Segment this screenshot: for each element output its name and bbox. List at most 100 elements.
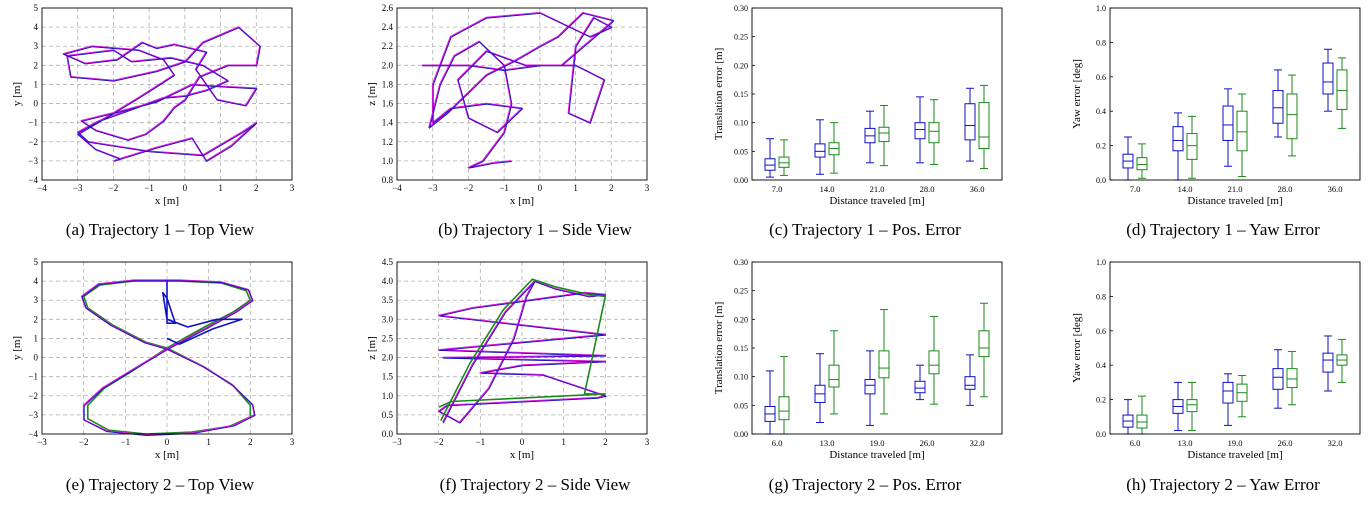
- plot-frame: [751, 261, 1003, 435]
- panel-caption: (b) Trajectory 1 – Side View: [438, 220, 632, 239]
- y-tick-label: −1: [28, 372, 38, 382]
- plot-frame: [1109, 7, 1361, 181]
- box-green: [1186, 133, 1198, 160]
- y-tick-label: 0.6: [1096, 73, 1106, 82]
- y-tick-label: −2: [28, 137, 38, 147]
- x-tick-label: −3: [392, 437, 402, 447]
- x-axis-label: Distance traveled [m]: [1187, 195, 1282, 207]
- x-tick-label: 6.0: [772, 438, 783, 448]
- y-tick-label: 0.25: [734, 287, 748, 296]
- x-axis-label: x [m]: [155, 195, 179, 207]
- y-tick-label: 1.8: [382, 79, 394, 89]
- box-blue: [914, 380, 926, 394]
- box-green: [1336, 69, 1348, 110]
- trajectory-line-blue: [438, 281, 608, 424]
- box-blue: [1172, 126, 1184, 152]
- x-tick-label: 3: [290, 437, 295, 447]
- x-tick-label: 7.0: [1130, 184, 1141, 194]
- y-tick-label: 1.2: [382, 137, 393, 147]
- x-tick-label: 0: [538, 183, 543, 193]
- box-blue: [964, 376, 976, 390]
- chart-g: 0.00 0.05 0.10 0.15 0.20 0.25 0.30 6.0 13.0 19.0 2…: [713, 258, 1003, 494]
- y-tick-label: −2: [28, 391, 38, 401]
- y-tick-label: 1.0: [1096, 4, 1106, 13]
- x-tick-label: 7.0: [772, 184, 783, 194]
- box-blue: [1322, 62, 1334, 95]
- box-green: [978, 102, 990, 149]
- x-axis-label: Distance traveled [m]: [1187, 449, 1282, 461]
- x-tick-label: 14.0: [1178, 184, 1193, 194]
- y-tick-label: 2: [34, 314, 39, 324]
- y-tick-label: 0.0: [382, 429, 394, 439]
- box-blue: [1272, 90, 1284, 124]
- y-tick-label: 0.0: [1096, 430, 1106, 439]
- panel-caption: (h) Trajectory 2 – Yaw Error: [1126, 475, 1320, 494]
- panel-caption: (g) Trajectory 2 – Pos. Error: [769, 475, 962, 494]
- y-tick-label: 0.4: [1096, 361, 1106, 370]
- y-tick-label: 1.5: [382, 372, 394, 382]
- box-blue: [814, 143, 826, 158]
- x-tick-label: 14.0: [820, 184, 835, 194]
- x-tick-label: 26.0: [1278, 438, 1293, 448]
- y-tick-label: 0.00: [734, 430, 748, 439]
- x-tick-label: 19.0: [1228, 438, 1243, 448]
- plot-frame: [396, 261, 648, 435]
- plot-frame: [396, 7, 648, 181]
- chart-b: −4 −3 −2 −1 0 1 2 3 0.8 1.0 1.2 1.4 1.6 1.8 2.0 2.2 2.4 2…: [366, 3, 650, 239]
- y-tick-label: 2.4: [382, 22, 394, 32]
- x-tick-label: 1: [206, 437, 211, 447]
- y-tick-label: 1.0: [382, 156, 394, 166]
- y-tick-label: 2: [34, 60, 39, 70]
- box-green: [778, 396, 790, 421]
- x-tick-label: 3: [645, 437, 650, 447]
- box-green: [1286, 368, 1298, 389]
- x-tick-label: 28.0: [1278, 184, 1293, 194]
- y-tick-label: 1: [34, 333, 39, 343]
- x-tick-label: −2: [79, 437, 89, 447]
- x-tick-label: −1: [476, 437, 486, 447]
- y-tick-label: 1.0: [382, 391, 394, 401]
- box-green: [878, 126, 890, 143]
- y-tick-label: 0.10: [734, 119, 748, 128]
- y-tick-label: 3: [34, 295, 39, 305]
- panel-caption: (f) Trajectory 2 – Side View: [440, 475, 632, 494]
- y-tick-label: 1.6: [382, 99, 394, 109]
- y-tick-label: 0.0: [1096, 176, 1106, 185]
- x-tick-label: 36.0: [970, 184, 985, 194]
- box-green: [878, 350, 890, 379]
- x-tick-label: 26.0: [920, 438, 935, 448]
- y-tick-label: 0.00: [734, 176, 748, 185]
- y-tick-label: 2.0: [382, 353, 394, 363]
- y-tick-label: 0: [34, 353, 39, 363]
- panel-caption: (a) Trajectory 1 – Top View: [66, 220, 255, 239]
- chart-a: −4 −3 −2 −1 0 1 2 3 −4 −3 −2 −1 0 1 2 3 4 5 x [m] y [m] (a) …: [11, 3, 295, 239]
- x-tick-label: −4: [37, 183, 47, 193]
- y-tick-label: 0.05: [734, 147, 748, 156]
- box-green: [778, 156, 790, 168]
- x-tick-label: 2: [248, 437, 253, 447]
- y-tick-label: 1: [34, 79, 39, 89]
- x-axis-label: x [m]: [155, 449, 179, 461]
- x-tick-label: 13.0: [820, 438, 835, 448]
- plot-frame: [1109, 261, 1361, 435]
- y-tick-label: −4: [28, 429, 38, 439]
- x-tick-label: −4: [392, 183, 402, 193]
- x-tick-label: −3: [37, 437, 47, 447]
- x-tick-label: 2: [603, 437, 608, 447]
- x-tick-label: 2: [254, 183, 259, 193]
- y-tick-label: 0.8: [1096, 38, 1106, 47]
- y-tick-label: 4: [34, 22, 39, 32]
- y-tick-label: 2.0: [382, 60, 394, 70]
- x-tick-label: 0: [183, 183, 188, 193]
- box-blue: [1222, 105, 1234, 141]
- x-tick-label: 0: [520, 437, 525, 447]
- x-tick-label: −2: [464, 183, 474, 193]
- y-tick-label: 0.2: [1096, 396, 1106, 405]
- y-tick-label: 0.20: [734, 315, 748, 324]
- x-tick-label: 32.0: [1328, 438, 1343, 448]
- y-tick-label: 4.5: [382, 257, 394, 267]
- y-tick-label: 0.25: [734, 33, 748, 42]
- x-tick-label: 1: [561, 437, 566, 447]
- x-axis-label: x [m]: [510, 449, 534, 461]
